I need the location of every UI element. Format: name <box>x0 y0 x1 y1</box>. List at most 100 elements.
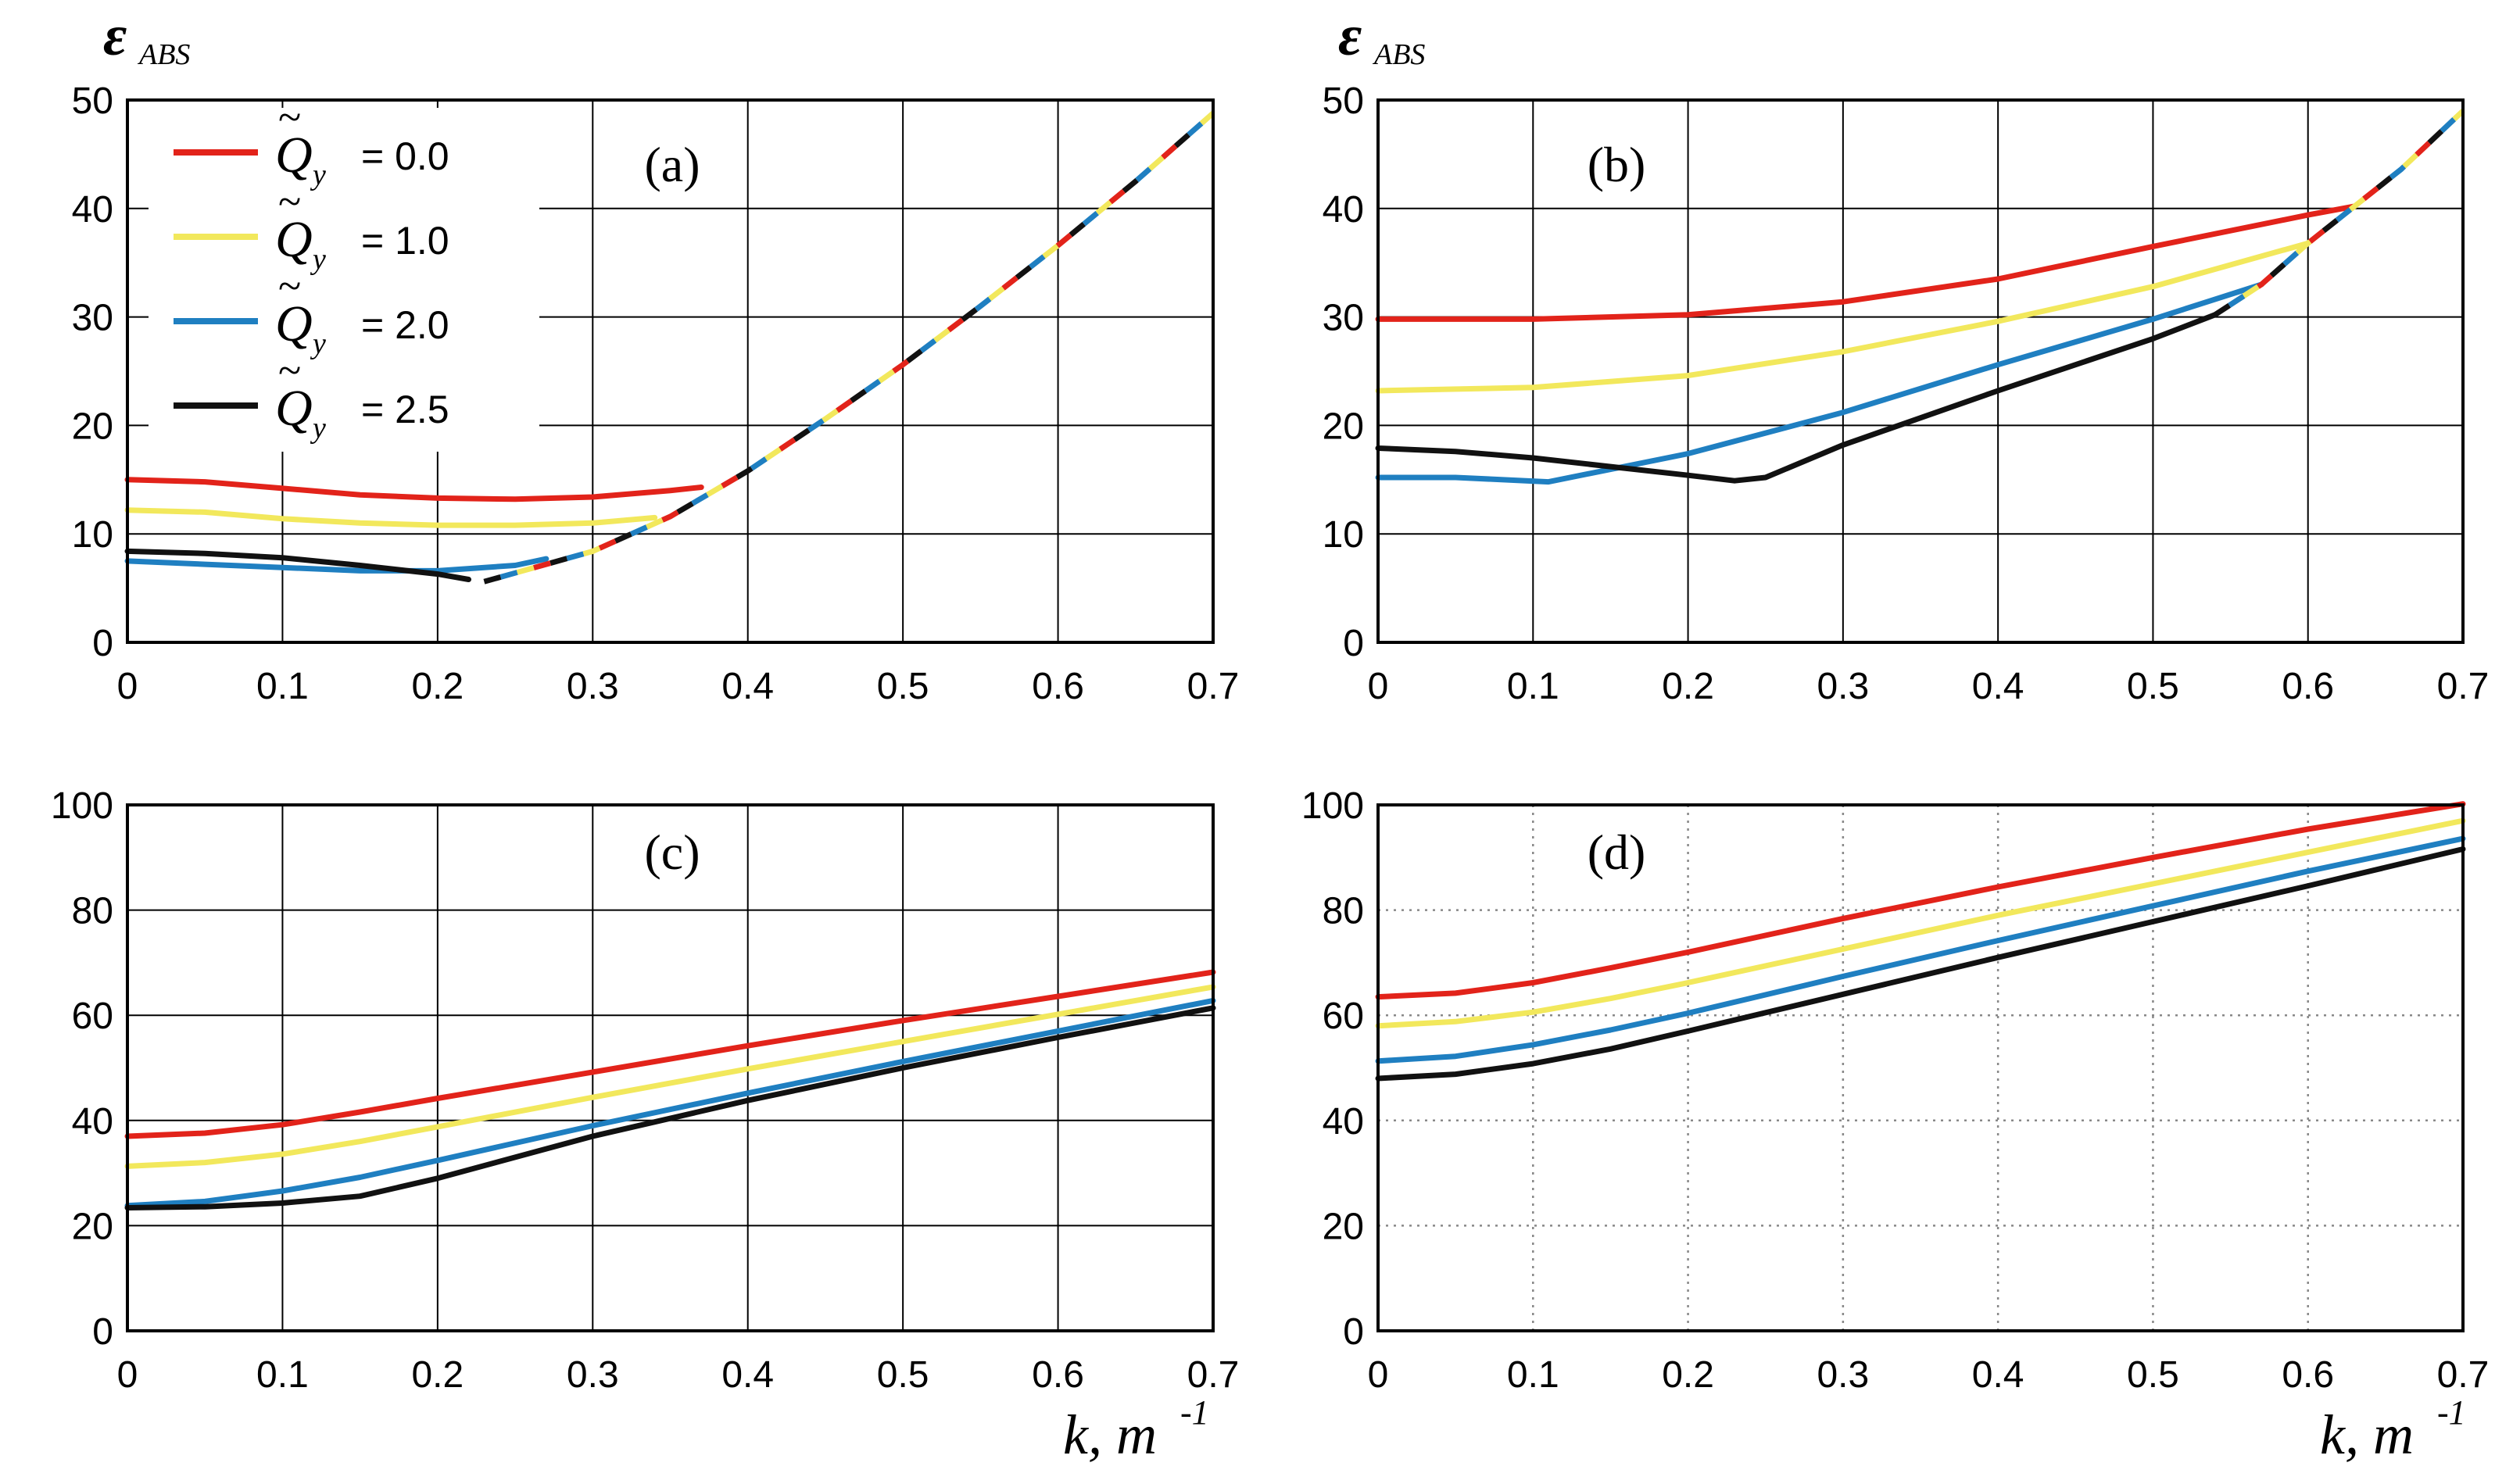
legend-label: = 0.0 <box>361 134 449 178</box>
series-line-blue <box>124 556 549 574</box>
legend-subscript: y <box>310 243 326 276</box>
x-tick-label: 0 <box>117 666 138 707</box>
x-tick-label: 0.1 <box>1507 666 1559 707</box>
envelope-line-blue <box>2213 109 2465 317</box>
x-tick-label: 0.4 <box>721 1354 774 1396</box>
series-line-yellow <box>124 507 658 528</box>
plot-frame <box>126 98 1215 644</box>
x-tick-label: 0.5 <box>877 1354 929 1396</box>
x-tick-label: 0.1 <box>1507 1354 1559 1396</box>
series-line-yellow <box>1375 240 2311 394</box>
legend-label: = 1.0 <box>361 219 449 263</box>
x-tick-label: 0.2 <box>411 1354 464 1396</box>
panel-label: (c) <box>644 824 700 880</box>
y-tick-label: 10 <box>1323 514 1364 556</box>
legend-symbol: Q <box>275 295 313 352</box>
legend-symbol: Q <box>275 127 313 184</box>
ylabel-subscript: ABS <box>137 38 190 71</box>
legend-label: = 2.5 <box>361 388 449 431</box>
x-tick-label: 0.2 <box>1662 1354 1714 1396</box>
y-tick-label: 80 <box>1323 891 1364 932</box>
legend-tilde: ~ <box>278 263 301 309</box>
plot-frame <box>126 803 1215 1332</box>
x-tick-label: 0.7 <box>2437 1354 2490 1396</box>
series-line-red <box>1375 801 2466 1000</box>
y-tick-label: 40 <box>72 189 113 231</box>
y-tick-label: 0 <box>92 1311 113 1353</box>
x-tick-label: 0.4 <box>1972 1354 2024 1396</box>
series-line-black <box>124 548 471 582</box>
legend-tilde: ~ <box>278 347 301 394</box>
x-tick-label: 0.6 <box>1032 666 1084 707</box>
x-tick-label: 0.3 <box>1817 1354 1869 1396</box>
xlabel-text: k, m <box>1063 1404 1157 1466</box>
series-line-yellow <box>1375 817 2466 1029</box>
y-tick-label: 40 <box>72 1101 113 1143</box>
legend-subscript: y <box>310 412 326 445</box>
y-tick-label: 50 <box>1323 80 1364 122</box>
xlabel-exponent: -1 <box>2437 1393 2466 1432</box>
x-tick-label: 0.6 <box>1032 1354 1084 1396</box>
series-line-blue <box>1375 281 2264 485</box>
panel-a: 0 0.1 0.2 0.3 0.4 0.5 0.6 0.7 0 10 20 30 40 50 (a) <box>72 80 1240 707</box>
legend-subscript: y <box>310 327 326 360</box>
x-tick-label: 0 <box>117 1354 138 1396</box>
y-tick-label: 20 <box>1323 1206 1364 1247</box>
x-tick-label: 0 <box>1368 666 1389 707</box>
y-tick-label: 100 <box>1301 785 1364 827</box>
y-tick-label: 60 <box>72 996 113 1037</box>
xlabel-text: k, m <box>2320 1404 2414 1466</box>
x-tick-label: 0.5 <box>2127 1354 2179 1396</box>
envelope-line-blue <box>483 111 1215 585</box>
y-tick-label: 40 <box>1323 1101 1364 1143</box>
series-line-blue <box>124 997 1216 1209</box>
series-line-red <box>1375 203 2357 322</box>
x-tick-label: 0.6 <box>2282 666 2334 707</box>
envelope-line-black <box>483 111 1215 585</box>
legend-background <box>149 108 539 452</box>
x-tick-label: 0.7 <box>1187 1354 1240 1396</box>
ylabel-panel-b: ε ABS <box>1338 4 1425 71</box>
legend-tilde: ~ <box>278 178 301 225</box>
legend-entry-1: Q ~ y = 1.0 <box>174 178 449 276</box>
y-tick-label: 60 <box>1323 996 1364 1037</box>
y-tick-label: 20 <box>72 406 113 447</box>
y-tick-label: 0 <box>92 623 113 664</box>
series-line-black <box>1375 312 2218 484</box>
panel-c: 0 0.1 0.2 0.3 0.4 0.5 0.6 0.7 0 20 40 60 80 100 (c) <box>51 785 1239 1396</box>
legend-symbol: Q <box>275 211 313 268</box>
x-tick-label: 0.3 <box>567 666 619 707</box>
x-tick-label: 0.5 <box>877 666 929 707</box>
envelope-line-black <box>2213 109 2465 317</box>
legend-symbol: Q <box>275 380 313 437</box>
panel-d: 0 0.1 0.2 0.3 0.4 0.5 0.6 0.7 0 20 40 60 80 100 (d) <box>1301 785 2489 1396</box>
legend-entry-3: Q ~ y = 2.5 <box>174 347 449 445</box>
envelope-line-red <box>2213 109 2465 317</box>
legend-tilde: ~ <box>278 94 301 141</box>
legend-entry-2: Q ~ y = 2.0 <box>174 263 449 360</box>
y-tick-label: 20 <box>72 1206 113 1247</box>
plot-frame <box>1376 98 2465 644</box>
envelope-line-red <box>483 111 1215 585</box>
x-tick-label: 0.7 <box>2437 666 2490 707</box>
x-tick-label: 0.4 <box>1972 666 2024 707</box>
y-tick-label: 30 <box>1323 298 1364 339</box>
x-tick-label: 0.7 <box>1187 666 1240 707</box>
xlabel-exponent: -1 <box>1180 1393 1209 1432</box>
ylabel-symbol: ε <box>103 4 127 68</box>
xlabel-panel-d: k, m -1 <box>2320 1393 2466 1466</box>
legend-entry-0: Q ~ y = 0.0 <box>174 94 449 191</box>
panel-label: (b) <box>1588 137 1646 192</box>
xlabel-panel-c: k, m -1 <box>1063 1393 1209 1466</box>
y-tick-label: 20 <box>1323 406 1364 447</box>
series-line-red <box>124 969 1216 1139</box>
x-tick-label: 0.2 <box>1662 666 1714 707</box>
x-tick-label: 0.4 <box>721 666 774 707</box>
legend-label: = 2.0 <box>361 303 449 347</box>
y-tick-label: 50 <box>72 80 113 122</box>
x-tick-label: 0.1 <box>256 666 309 707</box>
panel-b: 0 0.1 0.2 0.3 0.4 0.5 0.6 0.7 0 10 20 30 40 50 (b) <box>1323 80 2490 707</box>
plot-frame <box>1376 803 2465 1332</box>
legend-subscript: y <box>310 159 326 191</box>
